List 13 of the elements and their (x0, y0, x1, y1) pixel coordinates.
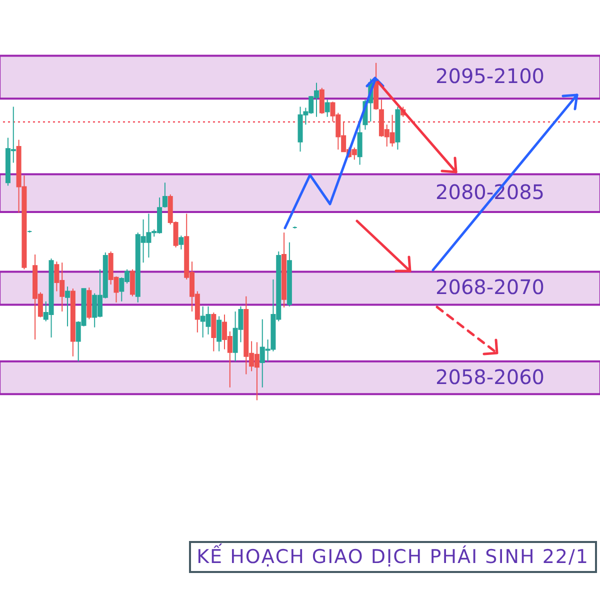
band-label: 2095-2100 (435, 64, 545, 88)
candlestick (178, 235, 184, 250)
candlestick (324, 99, 330, 118)
candlestick (65, 286, 70, 327)
candlestick (162, 182, 168, 208)
candlestick (319, 87, 324, 114)
candlestick (216, 316, 222, 352)
band-label: 2058-2060 (435, 364, 545, 389)
candlestick (357, 122, 362, 166)
band-label: 2068-2070 (435, 275, 545, 300)
candlestick (130, 268, 135, 297)
text: KẾ HOẠCH GIAO DỊCH PHÁI SINH 22/1 (188, 541, 597, 573)
candlestick (211, 312, 216, 352)
